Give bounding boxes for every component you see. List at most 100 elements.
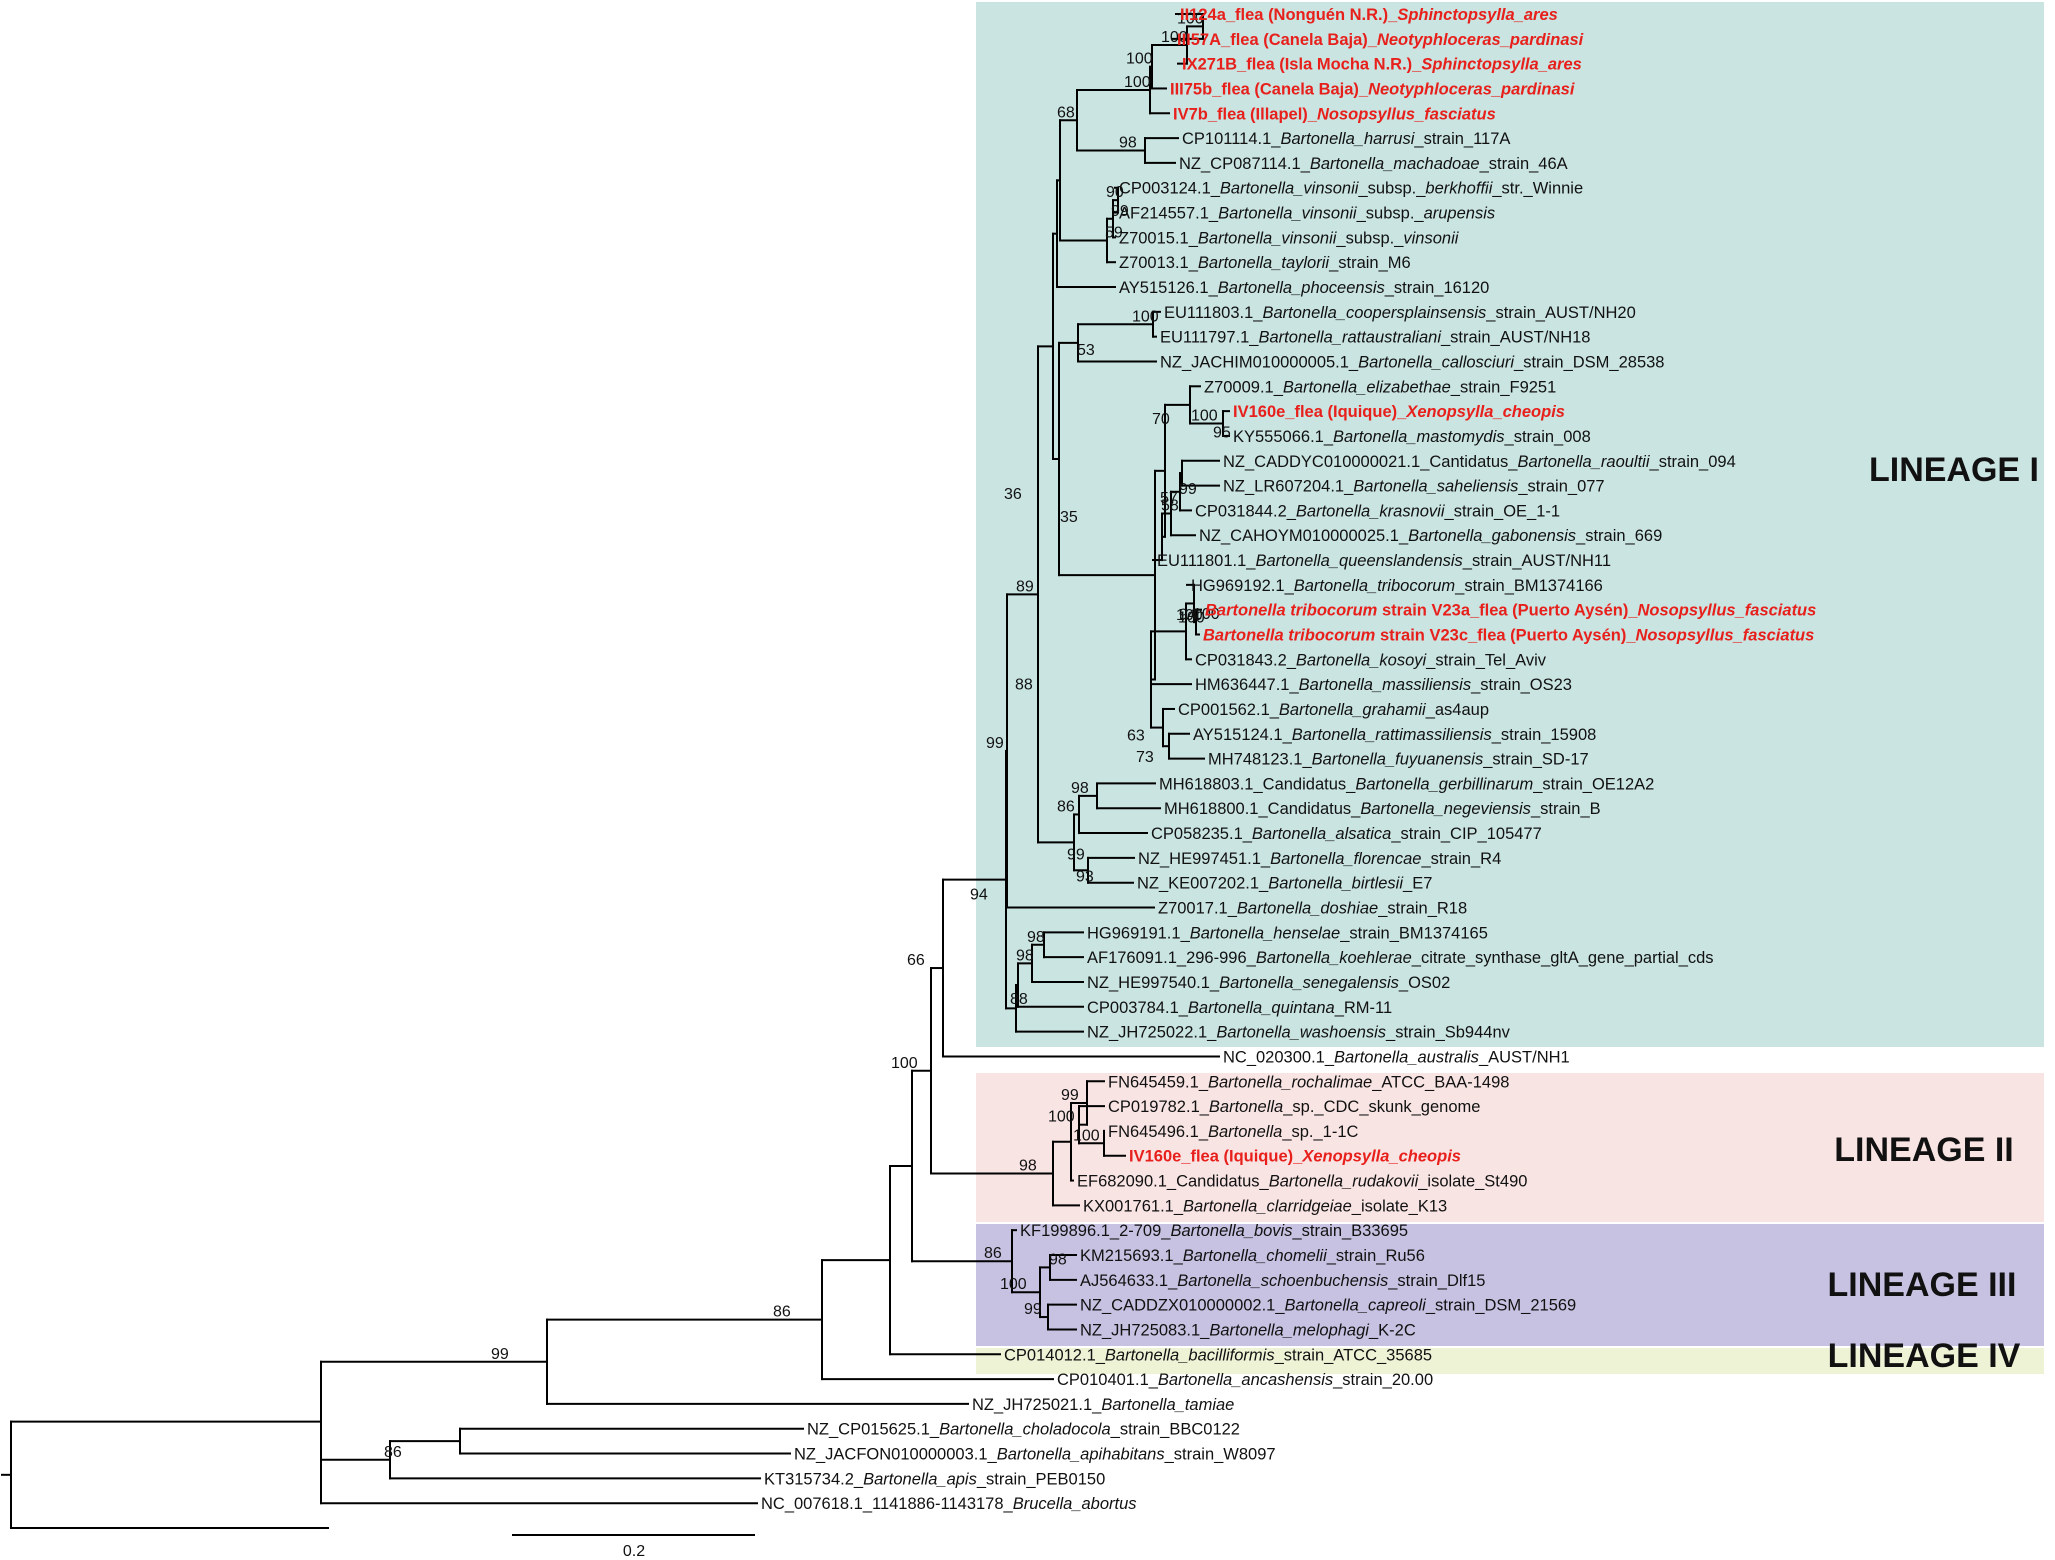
highlighted-leaf-label: III57A_flea (Canela Baja)_Neotyphloceras… bbox=[1177, 31, 1584, 49]
support-value: 86 bbox=[384, 1444, 402, 1461]
leaf-label: CP101114.1_Bartonella_harrusi_strain_117… bbox=[1182, 130, 1510, 148]
support-value: 99 bbox=[491, 1346, 509, 1363]
support-value: 100 bbox=[1161, 29, 1188, 46]
leaf-label: CP031844.2_Bartonella_krasnovii_strain_O… bbox=[1195, 502, 1560, 520]
support-value: 90 bbox=[1106, 184, 1124, 201]
support-value: 100 bbox=[1000, 1276, 1027, 1293]
support-value: 58 bbox=[1161, 498, 1179, 515]
leaf-label: NZ_CADDYC010000021.1_Cantidatus_Bartonel… bbox=[1223, 453, 1736, 471]
support-value: 98 bbox=[1119, 135, 1137, 152]
support-value: 98 bbox=[1049, 1251, 1067, 1268]
leaf-label: EF682090.1_Candidatus_Bartonella_rudakov… bbox=[1077, 1173, 1527, 1191]
support-value: 99 bbox=[1179, 481, 1197, 498]
support-value: 73 bbox=[1136, 749, 1154, 766]
leaf-label: AY515124.1_Bartonella_rattimassiliensis_… bbox=[1193, 726, 1596, 744]
support-value: 100 bbox=[1191, 408, 1218, 425]
leaf-label: KX001761.1_Bartonella_clarridgeiae_isola… bbox=[1083, 1197, 1447, 1215]
lineage-iv-box bbox=[976, 1348, 2044, 1374]
support-value: 59 bbox=[1105, 224, 1123, 241]
support-value: 99 bbox=[1067, 846, 1085, 863]
support-value: 86 bbox=[1057, 798, 1075, 815]
highlighted-leaf-label: IX271B_flea (Isla Mocha N.R.)_Sphinctops… bbox=[1182, 56, 1582, 74]
leaf-label: NZ_CAHOYM010000025.1_Bartonella_gabonens… bbox=[1199, 527, 1662, 545]
support-value: 88 bbox=[1010, 991, 1028, 1008]
support-value: 100 bbox=[1132, 308, 1159, 325]
leaf-label: KT315734.2_Bartonella_apis_strain_PEB015… bbox=[764, 1470, 1105, 1488]
leaf-label: NZ_CP087114.1_Bartonella_machadoae_strai… bbox=[1179, 155, 1568, 173]
leaf-label: HG969192.1_Bartonella_tribocorum_strain_… bbox=[1191, 577, 1603, 595]
support-value: 36 bbox=[1004, 486, 1022, 503]
leaf-label: Z70017.1_Bartonella_doshiae_strain_R18 bbox=[1158, 900, 1467, 918]
support-value: 98 bbox=[1019, 1158, 1037, 1175]
highlighted-leaf-label: Bartonella tribocorum strain V23c_flea (… bbox=[1203, 627, 1814, 645]
leaf-label: NZ_CADDZX010000002.1_Bartonella_capreoli… bbox=[1080, 1297, 1576, 1315]
highlighted-leaf-label: IV7b_flea (Illapel)_Nosopsyllus_fasciatu… bbox=[1173, 105, 1496, 123]
leaf-label: NZ_JH725021.1_Bartonella_tamiae bbox=[972, 1396, 1234, 1414]
leaf-label: KY555066.1_Bartonella_mastomydis_strain_… bbox=[1233, 428, 1591, 446]
leaf-label: KF199896.1_2-709_Bartonella_bovis_strain… bbox=[1020, 1222, 1408, 1240]
leaf-label: NZ_CP015625.1_Bartonella_choladocola_str… bbox=[807, 1421, 1240, 1439]
support-value: 70 bbox=[1152, 411, 1170, 428]
leaf-label: CP003784.1_Bartonella_quintana_RM-11 bbox=[1087, 999, 1392, 1017]
support-value: 57 bbox=[1160, 490, 1178, 507]
support-value: 66 bbox=[907, 952, 925, 969]
leaf-label: AF214557.1_Bartonella_vinsonii_subsp._ar… bbox=[1119, 205, 1495, 223]
leaf-label: EU111801.1_Bartonella_queenslandensis_st… bbox=[1157, 552, 1611, 570]
leaf-label: NC_007618.1_1141886-1143178_Brucella_abo… bbox=[761, 1495, 1137, 1513]
leaf-label: NZ_HE997451.1_Bartonella_florencae_strai… bbox=[1138, 850, 1501, 868]
leaf-label: Z70009.1_Bartonella_elizabethae_strain_F… bbox=[1204, 378, 1556, 396]
support-value: 99 bbox=[986, 735, 1004, 752]
leaf-label: CP014012.1_Bartonella_bacilliformis_stra… bbox=[1004, 1346, 1432, 1364]
leaf-label: Z70015.1_Bartonella_vinsonii_subsp._vins… bbox=[1119, 229, 1460, 247]
support-value: 95 bbox=[1213, 425, 1231, 442]
highlighted-leaf-label: IV160e_flea (Iquique)_Xenopsylla_cheopis bbox=[1129, 1148, 1461, 1166]
highlighted-leaf-label: III75b_flea (Canela Baja)_Neotyphloceras… bbox=[1170, 80, 1575, 98]
leaf-label: MH618800.1_Candidatus_Bartonella_negevie… bbox=[1164, 800, 1601, 818]
leaf-label: CP019782.1_Bartonella_sp._CDC_skunk_geno… bbox=[1108, 1098, 1480, 1116]
leaf-label: CP010401.1_Bartonella_ancashensis_strain… bbox=[1057, 1371, 1433, 1389]
support-value: 100 bbox=[1177, 10, 1204, 27]
support-value: 94 bbox=[970, 887, 988, 904]
support-value: 100 bbox=[1193, 606, 1220, 623]
support-value: 99 bbox=[1061, 1087, 1079, 1104]
leaf-label: FN645459.1_Bartonella_rochalimae_ATCC_BA… bbox=[1108, 1073, 1509, 1091]
leaf-label: HM636447.1_Bartonella_massiliensis_strai… bbox=[1195, 676, 1572, 694]
leaf-label: NZ_JH725022.1_Bartonella_washoensis_stra… bbox=[1087, 1024, 1511, 1042]
lineage-label: LINEAGE I bbox=[1869, 451, 2039, 489]
leaf-label: MH618803.1_Candidatus_Bartonella_gerbill… bbox=[1159, 775, 1654, 793]
leaf-label: NC_020300.1_Bartonella_australis_AUST/NH… bbox=[1223, 1048, 1570, 1066]
support-value: 98 bbox=[1071, 780, 1089, 797]
leaf-label: CP058235.1_Bartonella_alsatica_strain_CI… bbox=[1151, 825, 1542, 843]
support-value: 100 bbox=[1073, 1127, 1100, 1144]
support-value: 99 bbox=[1024, 1301, 1042, 1318]
support-value: 99 bbox=[1111, 203, 1129, 220]
lineage-label: LINEAGE III bbox=[1828, 1266, 2017, 1304]
leaf-label: CP031843.2_Bartonella_kosoyi_strain_Tel_… bbox=[1195, 651, 1547, 669]
lineage-label: LINEAGE II bbox=[1834, 1131, 2013, 1169]
leaf-label: AY515126.1_Bartonella_phoceensis_strain_… bbox=[1119, 279, 1489, 297]
leaf-label: FN645496.1_Bartonella_sp._1-1C bbox=[1108, 1123, 1359, 1141]
support-value: 94 bbox=[1179, 606, 1197, 623]
highlighted-leaf-label: II124a_flea (Nonguén N.R.)_Sphinctopsyll… bbox=[1180, 6, 1558, 24]
leaf-label: EU111803.1_Bartonella_coopersplainsensis… bbox=[1164, 304, 1636, 322]
support-value: 100 bbox=[1126, 51, 1153, 68]
leaf-label: AF176091.1_296-996_Bartonella_koehlerae_… bbox=[1087, 949, 1714, 967]
leaf-label: HG969191.1_Bartonella_henselae_strain_BM… bbox=[1087, 924, 1488, 942]
support-value: 68 bbox=[1057, 104, 1075, 121]
leaf-label: CP003124.1_Bartonella_vinsonii_subsp._be… bbox=[1119, 180, 1583, 198]
leaf-label: NZ_LR607204.1_Bartonella_saheliensis_str… bbox=[1223, 478, 1605, 496]
support-value: 100 bbox=[1176, 607, 1203, 624]
lineage-ii-box bbox=[976, 1073, 2044, 1222]
highlighted-leaf-label: IV160e_flea (Iquique)_Xenopsylla_cheopis bbox=[1233, 403, 1565, 421]
leaf-label: NZ_JH725083.1_Bartonella_melophagi_K-2C bbox=[1080, 1321, 1416, 1339]
leaf-label: NZ_JACFON010000003.1_Bartonella_apihabit… bbox=[794, 1446, 1276, 1464]
support-value: 100 bbox=[891, 1055, 918, 1072]
support-value: 93 bbox=[1076, 868, 1094, 885]
support-value: 53 bbox=[1077, 342, 1095, 359]
highlighted-leaf-label: Bartonella tribocorum strain V23a_flea (… bbox=[1205, 602, 1816, 620]
support-value: 98 bbox=[1016, 947, 1034, 964]
leaf-label: MH748123.1_Bartonella_fuyuanensis_strain… bbox=[1208, 751, 1589, 769]
support-value: 63 bbox=[1127, 728, 1145, 745]
